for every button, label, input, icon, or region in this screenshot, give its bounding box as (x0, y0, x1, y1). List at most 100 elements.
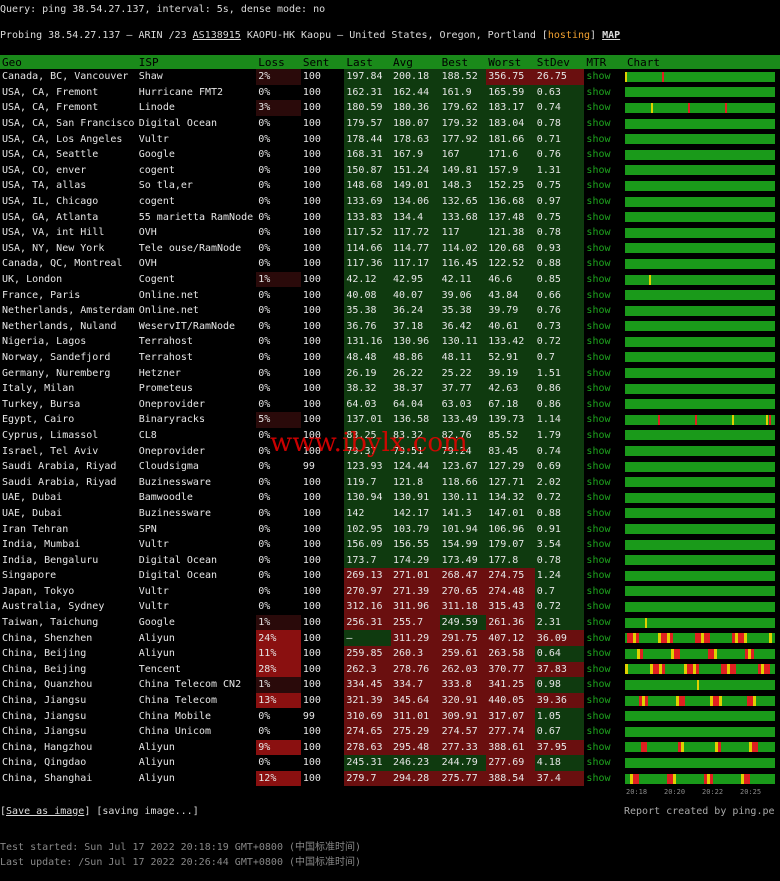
cell-loss: 0% (258, 523, 271, 535)
cell-stdev: 0.98 (534, 677, 585, 693)
cell-loss: 0% (258, 258, 271, 270)
cell-mtr[interactable]: show (586, 757, 611, 769)
cell-chart (624, 428, 780, 444)
loss-mark (640, 742, 644, 753)
cell-mtr[interactable]: show (586, 570, 611, 582)
cell-mtr[interactable]: show (586, 180, 611, 192)
cell-avg: 271.39 (390, 583, 440, 600)
cell-mtr[interactable]: show (586, 398, 611, 410)
cell-mtr[interactable]: show (586, 367, 611, 379)
cell-mtr[interactable]: show (586, 601, 611, 613)
latency-chart-bar (624, 352, 775, 363)
cell-isp: Online.net (138, 289, 199, 301)
cell-best: 117 (439, 224, 487, 241)
cell-mtr[interactable]: show (586, 336, 611, 348)
cell-mtr[interactable]: show (586, 258, 611, 270)
cell-mtr[interactable]: show (586, 741, 611, 753)
cell-mtr[interactable]: show (586, 86, 611, 98)
cell-mtr[interactable]: show (586, 663, 611, 675)
cell-mtr[interactable]: show (586, 726, 611, 738)
cell-mtr[interactable]: show (586, 523, 611, 535)
table-row: USA, CA, Los Angeles Vultr 0% 100 178.44 178.… (0, 131, 780, 147)
cell-best: 167 (439, 146, 487, 163)
cell-worst: 39.19 (486, 365, 535, 381)
cell-last: 262.3 (344, 661, 391, 678)
map-link[interactable]: MAP (602, 30, 621, 41)
cell-mtr[interactable]: show (586, 773, 611, 785)
cell-mtr[interactable]: show (586, 632, 611, 644)
cell-mtr[interactable]: show (586, 211, 611, 223)
cell-mtr[interactable]: show (586, 585, 611, 597)
cell-mtr[interactable]: show (586, 492, 611, 504)
cell-best: 274.57 (439, 723, 487, 740)
cell-sent: 100 (302, 476, 321, 488)
cell-mtr[interactable]: show (586, 414, 611, 426)
cell-mtr[interactable]: show (586, 507, 611, 519)
cell-mtr[interactable]: show (586, 274, 611, 286)
cell-sent: 100 (302, 617, 321, 629)
cell-mtr[interactable]: show (586, 554, 611, 566)
cell-mtr[interactable]: show (586, 429, 611, 441)
cell-sent: 100 (302, 773, 321, 785)
table-row: Israel, Tel Aviv Oneprovider 0% 100 79.37 79.… (0, 443, 780, 459)
latency-chart-bar (624, 477, 775, 488)
cell-mtr[interactable]: show (586, 149, 611, 161)
cell-mtr[interactable]: show (586, 461, 611, 473)
cell-mtr[interactable]: show (586, 710, 611, 722)
cell-chart (624, 740, 780, 756)
cell-mtr[interactable]: show (586, 617, 611, 629)
cell-last: 38.32 (344, 380, 391, 397)
cell-loss: 0% (258, 757, 271, 769)
table-row: USA, GA, Atlanta 55 marietta RamNode 0% 100… (0, 209, 780, 225)
cell-best: 179.32 (439, 115, 487, 132)
cell-stdev: 1.51 (534, 365, 585, 381)
cell-mtr[interactable]: show (586, 289, 611, 301)
cell-avg: 142.17 (390, 505, 440, 522)
cell-worst: 133.42 (486, 334, 535, 350)
asn-link[interactable]: AS138915 (192, 30, 241, 41)
cell-worst: 356.75 (486, 69, 535, 85)
cell-mtr[interactable]: show (586, 118, 611, 130)
cell-sent: 100 (302, 601, 321, 613)
cell-mtr[interactable]: show (586, 164, 611, 176)
cell-mtr[interactable]: show (586, 695, 611, 707)
cell-sent: 100 (302, 86, 321, 98)
cell-mtr[interactable]: show (586, 102, 611, 114)
cell-mtr[interactable]: show (586, 648, 611, 660)
cell-chart (624, 209, 780, 225)
cell-last: 119.7 (344, 474, 391, 491)
save-as-image-link[interactable]: Save as image (6, 806, 85, 817)
cell-best: 79.24 (439, 443, 487, 459)
latency-chart-bar (624, 617, 775, 628)
cell-chart (624, 69, 780, 85)
loss-mark (720, 664, 724, 675)
cell-last: 245.31 (344, 755, 391, 771)
table-row: Australia, Sydney Vultr 0% 100 312.16 311.96 3… (0, 599, 780, 615)
cell-mtr[interactable]: show (586, 383, 611, 395)
cell-worst: 274.48 (486, 583, 535, 600)
cell-mtr[interactable]: show (586, 679, 611, 691)
cell-mtr[interactable]: show (586, 351, 611, 363)
latency-chart-bar (624, 258, 775, 269)
cell-mtr[interactable]: show (586, 133, 611, 145)
loss-mark (729, 664, 733, 675)
cell-mtr[interactable]: show (586, 320, 611, 332)
cell-mtr[interactable]: show (586, 242, 611, 254)
cell-mtr[interactable]: show (586, 476, 611, 488)
cell-loss: 3% (256, 100, 301, 116)
cell-chart (624, 396, 780, 412)
cell-mtr[interactable]: show (586, 539, 611, 551)
table-row: India, Mumbai Vultr 0% 100 156.09 156.55 154.9… (0, 536, 780, 553)
cell-best: 35.38 (439, 302, 487, 319)
table-row: USA, CA, San Francisco Digital Ocean 0% 100… (0, 115, 780, 132)
cell-avg: 174.29 (390, 552, 440, 568)
table-row: China, Quanzhou China Telecom CN2 1% 100 334… (0, 677, 780, 693)
latency-chart-bar (624, 180, 775, 191)
cell-mtr[interactable]: show (586, 305, 611, 317)
cell-avg: 117.72 (390, 224, 440, 241)
cell-mtr[interactable]: show (586, 71, 611, 83)
cell-mtr[interactable]: show (586, 196, 611, 208)
loss-mark (694, 414, 697, 425)
cell-mtr[interactable]: show (586, 445, 611, 457)
cell-mtr[interactable]: show (586, 227, 611, 239)
